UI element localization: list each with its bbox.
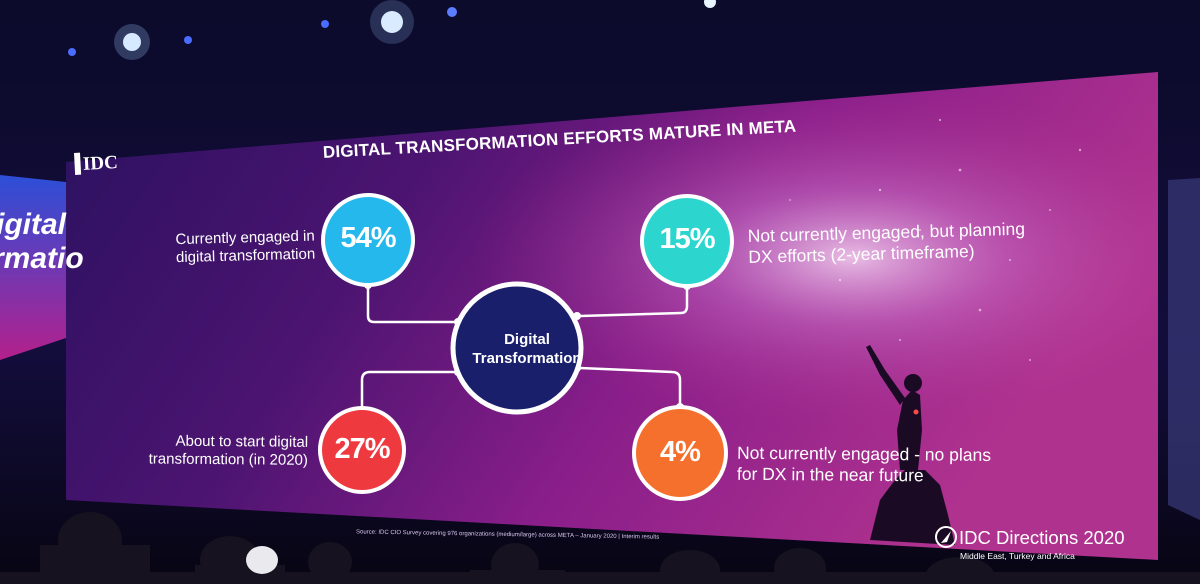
side-screen-text-1: igital [0,208,67,241]
percent-27: 27% [334,433,390,465]
percent-4: 4% [660,436,701,468]
label-about-to-start: About to start digital transformation (i… [118,432,309,470]
center-label: Digital Transformation [447,330,607,368]
circle-27-percent [318,406,406,494]
center-circle [450,281,584,415]
label-line: About to start digital [175,432,309,451]
label-line: for DX in the near future [736,463,924,486]
label-line: transformation (in 2020) [148,450,308,469]
brand-title: IDC Directions 2020 [959,527,1125,548]
label-no-plans: Not currently engaged - no plans for DX … [737,443,1037,488]
connector-lines [360,288,689,412]
circle-15-percent [640,194,734,288]
idc-directions-icon [935,526,957,548]
audience [0,512,1200,584]
side-screen [0,175,66,360]
center-label-line-1: Digital [504,331,550,348]
circle-54-percent [321,193,415,287]
white-headscarf [246,546,278,574]
idc-logo: IDC [82,152,119,175]
circle-4-percent [632,405,728,501]
side-screen-text-2: rmatio [0,242,84,275]
percent-15: 15% [659,223,715,255]
label-line: Not currently engaged - no plans [737,442,992,465]
percent-54: 54% [340,222,396,254]
label-currently-engaged: Currently engaged in digital transformat… [125,228,316,269]
silhouette-figure [866,345,955,545]
label-planning: Not currently engaged, but planning DX e… [748,218,1049,268]
center-label-line-2: Transformation [472,350,582,367]
ceiling-lights [68,0,716,60]
brand-subtitle: Middle East, Turkey and Africa [960,551,1075,561]
